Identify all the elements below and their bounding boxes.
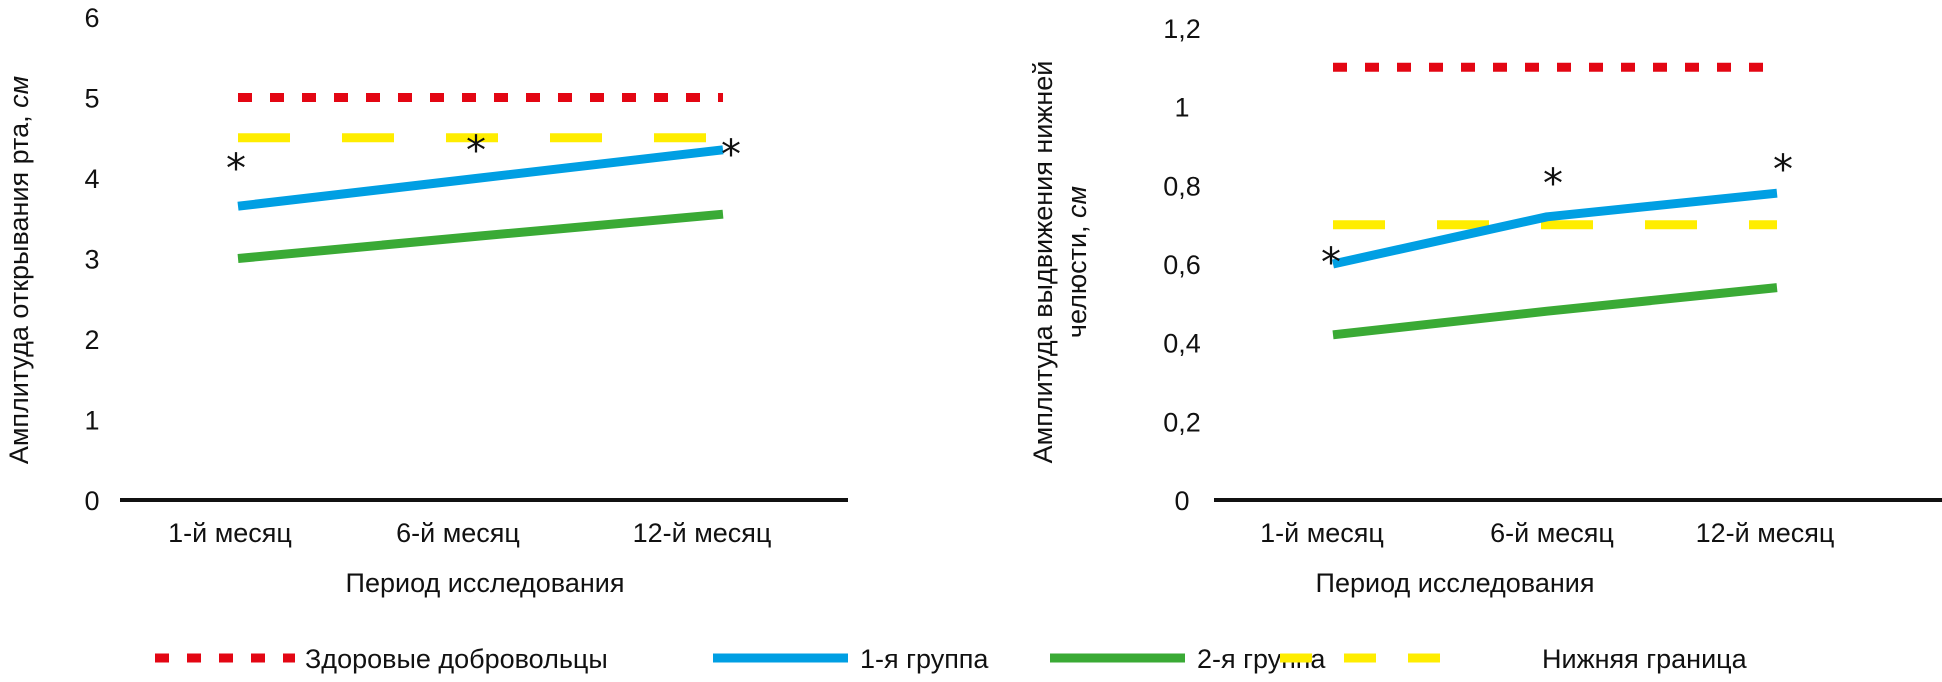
- legend-item-group1: 1-я группа: [713, 644, 989, 674]
- y-tick-label: 0,6: [1163, 250, 1201, 280]
- y-tick-label: 0: [1174, 486, 1189, 516]
- significance-asterisk: *: [1321, 240, 1341, 286]
- significance-asterisk: *: [466, 128, 486, 174]
- y-tick-label: 4: [84, 164, 99, 194]
- significance-asterisk: *: [1773, 147, 1793, 193]
- significance-asterisk: *: [721, 132, 741, 178]
- y-tick-label: 0,4: [1163, 329, 1201, 359]
- y-tick-label: 0: [84, 486, 99, 516]
- x-category-labels: 1-й месяц 6-й месяц 12-й месяц: [1260, 518, 1834, 548]
- series-line-group1: [237, 145, 724, 211]
- series-line-group2: [1332, 283, 1778, 340]
- y-tick-label: 1,2: [1163, 14, 1201, 44]
- legend-item-lower: Нижняя граница: [1280, 644, 1748, 674]
- x-tick-label: 12-й месяц: [1696, 518, 1835, 548]
- series-layer: [237, 93, 724, 263]
- y-axis-title-unit: см: [1062, 186, 1092, 218]
- y-tick-label: 5: [84, 84, 99, 114]
- legend-label: Здоровые добровольцы: [305, 644, 608, 674]
- legend-label: 1-я группа: [860, 644, 989, 674]
- y-tick-label: 6: [84, 3, 99, 33]
- y-tick-label: 1: [1174, 93, 1189, 123]
- x-tick-label: 12-й месяц: [633, 518, 772, 548]
- y-axis-title: Амплитуда выдвижения нижней: [1028, 61, 1058, 464]
- series-layer: [1332, 62, 1778, 340]
- y-tick-label: 0,8: [1163, 171, 1201, 201]
- y-axis-title: Амплитуда открывания рта, см: [4, 76, 34, 464]
- chart-jaw-protrusion: 0 0,2 0,4 0,6 0,8 1 1,2 1-й месяц 6-й месяц 12-й…: [1028, 14, 1942, 598]
- y-tick-label: 0,2: [1163, 407, 1201, 437]
- x-tick-label: 1-й месяц: [1260, 518, 1384, 548]
- legend-item-healthy: Здоровые добровольцы: [155, 644, 608, 674]
- significance-asterisk: *: [1543, 161, 1563, 207]
- x-axis-title: Период исследования: [346, 568, 625, 598]
- y-axis-title-text: Амплитуда открывания рта,: [4, 108, 34, 464]
- y-ticks: 0 0,2 0,4 0,6 0,8 1 1,2: [1163, 14, 1201, 516]
- legend: Здоровые добровольцы 1-я группа 2-я группа…: [155, 644, 1748, 674]
- x-axis-title: Период исследования: [1316, 568, 1595, 598]
- x-tick-label: 1-й месяц: [168, 518, 292, 548]
- y-tick-label: 1: [84, 406, 99, 436]
- y-ticks: 0 1 2 3 4 5 6: [84, 3, 99, 516]
- y-axis-title-line2: челюсти, см: [1062, 186, 1092, 338]
- x-category-labels: 1-й месяц 6-й месяц 12-й месяц: [168, 518, 771, 548]
- legend-label: Нижняя граница: [1542, 644, 1748, 674]
- x-tick-label: 6-й месяц: [396, 518, 520, 548]
- y-tick-label: 3: [84, 245, 99, 275]
- significance-asterisk: *: [226, 146, 246, 192]
- significance-markers: * * *: [226, 128, 741, 192]
- y-axis-title-line2-text: челюсти,: [1062, 218, 1092, 338]
- y-tick-label: 2: [84, 325, 99, 355]
- series-line-group1: [1332, 188, 1778, 269]
- y-axis-title-unit: см: [4, 76, 34, 108]
- x-tick-label: 6-й месяц: [1490, 518, 1614, 548]
- significance-markers: * * *: [1321, 147, 1793, 286]
- series-line-group2: [237, 209, 724, 263]
